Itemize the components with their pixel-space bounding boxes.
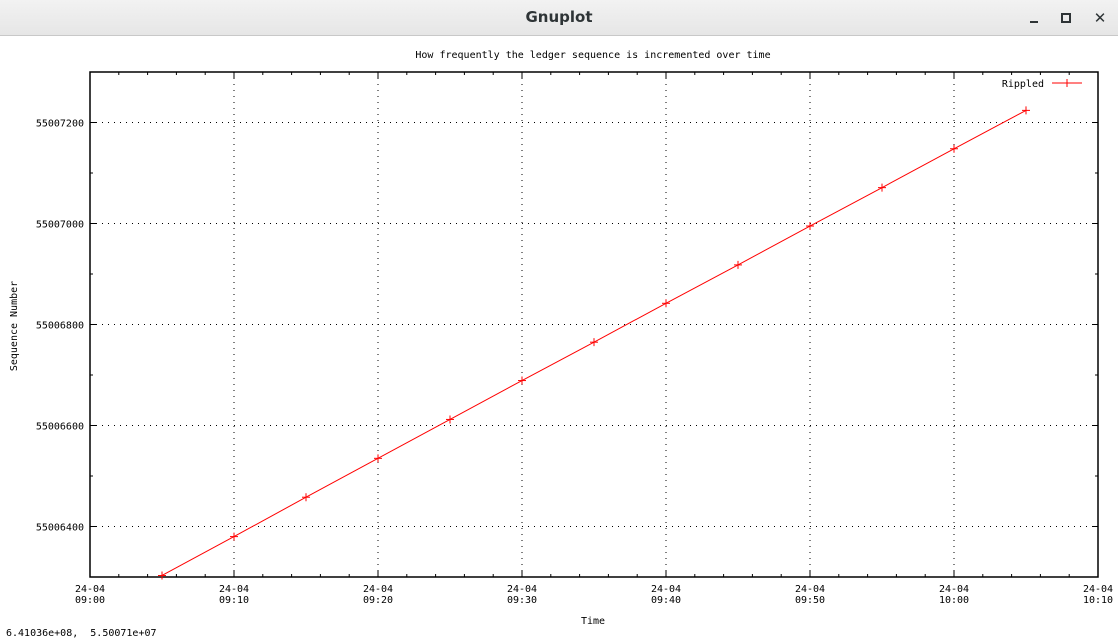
window-title: Gnuplot (525, 8, 593, 26)
x-tick-label-time: 10:10 (1083, 595, 1113, 606)
plot-axes: 24-0409:0024-0409:1024-0409:2024-0409:30… (36, 71, 1113, 606)
plot-border (89, 71, 1099, 578)
data-point-marker (446, 415, 454, 424)
data-point-marker (374, 454, 382, 463)
legend-label: Rippled (1002, 79, 1044, 90)
data-point-marker (158, 571, 166, 580)
close-icon: ✕ (1093, 9, 1107, 27)
plot-canvas[interactable]: 24-04 09:00 24-04 09:10 24-04 09:20 24-04 09:30… (0, 36, 1118, 642)
y-tick-label: 55006400 (36, 523, 84, 534)
x-tick-label-time: 09:10 (219, 595, 249, 606)
x-tick-label-date: 24-04 (507, 584, 537, 595)
maximize-button[interactable] (1055, 7, 1077, 29)
data-point-marker (950, 144, 958, 153)
x-tick-label-time: 10:00 (939, 595, 969, 606)
close-button[interactable]: ✕ (1089, 7, 1111, 29)
x-tick-label-time: 09:40 (651, 595, 681, 606)
data-point-marker (590, 338, 598, 347)
x-axis-label: Time (581, 616, 605, 627)
data-point-marker (302, 493, 310, 502)
series-layer (158, 106, 1030, 580)
chart-svg[interactable]: 24-0409:0024-0409:1024-0409:2024-0409:30… (0, 36, 1118, 642)
y-tick-label: 55007200 (36, 119, 84, 130)
minimize-icon (1030, 21, 1038, 23)
x-tick-label-time: 09:20 (363, 595, 393, 606)
data-point-marker (878, 183, 886, 192)
y-tick-label: 55006600 (36, 422, 84, 433)
x-tick-label-date: 24-04 (651, 584, 681, 595)
grid-lines (90, 72, 1098, 577)
x-tick-label-date: 24-04 (795, 584, 825, 595)
mouse-coordinate-readout: 6.41036e+08, 5.50071e+07 (6, 628, 157, 639)
x-tick-label-date: 24-04 (939, 584, 969, 595)
data-point-marker (662, 299, 670, 308)
data-point-marker (806, 222, 814, 231)
x-tick-label-date: 24-04 (75, 584, 105, 595)
x-tick-label-date: 24-04 (363, 584, 393, 595)
data-point-marker (230, 532, 238, 541)
data-point-marker (734, 260, 742, 269)
data-point-marker (518, 376, 526, 385)
data-point-marker (1022, 106, 1030, 115)
x-tick-label-time: 09:50 (795, 595, 825, 606)
x-tick-label-time: 09:30 (507, 595, 537, 606)
x-tick-label-date: 24-04 (219, 584, 249, 595)
window-titlebar[interactable]: Gnuplot ✕ (0, 0, 1118, 36)
x-tick-label-date: 24-04 (1083, 584, 1113, 595)
chart-title: How frequently the ledger sequence is in… (415, 50, 770, 61)
y-tick-label: 55006800 (36, 321, 84, 332)
y-tick-label: 55007000 (36, 220, 84, 231)
x-tick-label-time: 09:00 (75, 595, 105, 606)
legend: Rippled (1002, 79, 1082, 90)
maximize-icon (1061, 13, 1071, 23)
minimize-button[interactable] (1023, 7, 1045, 29)
y-axis-label: Sequence Number (9, 281, 20, 371)
